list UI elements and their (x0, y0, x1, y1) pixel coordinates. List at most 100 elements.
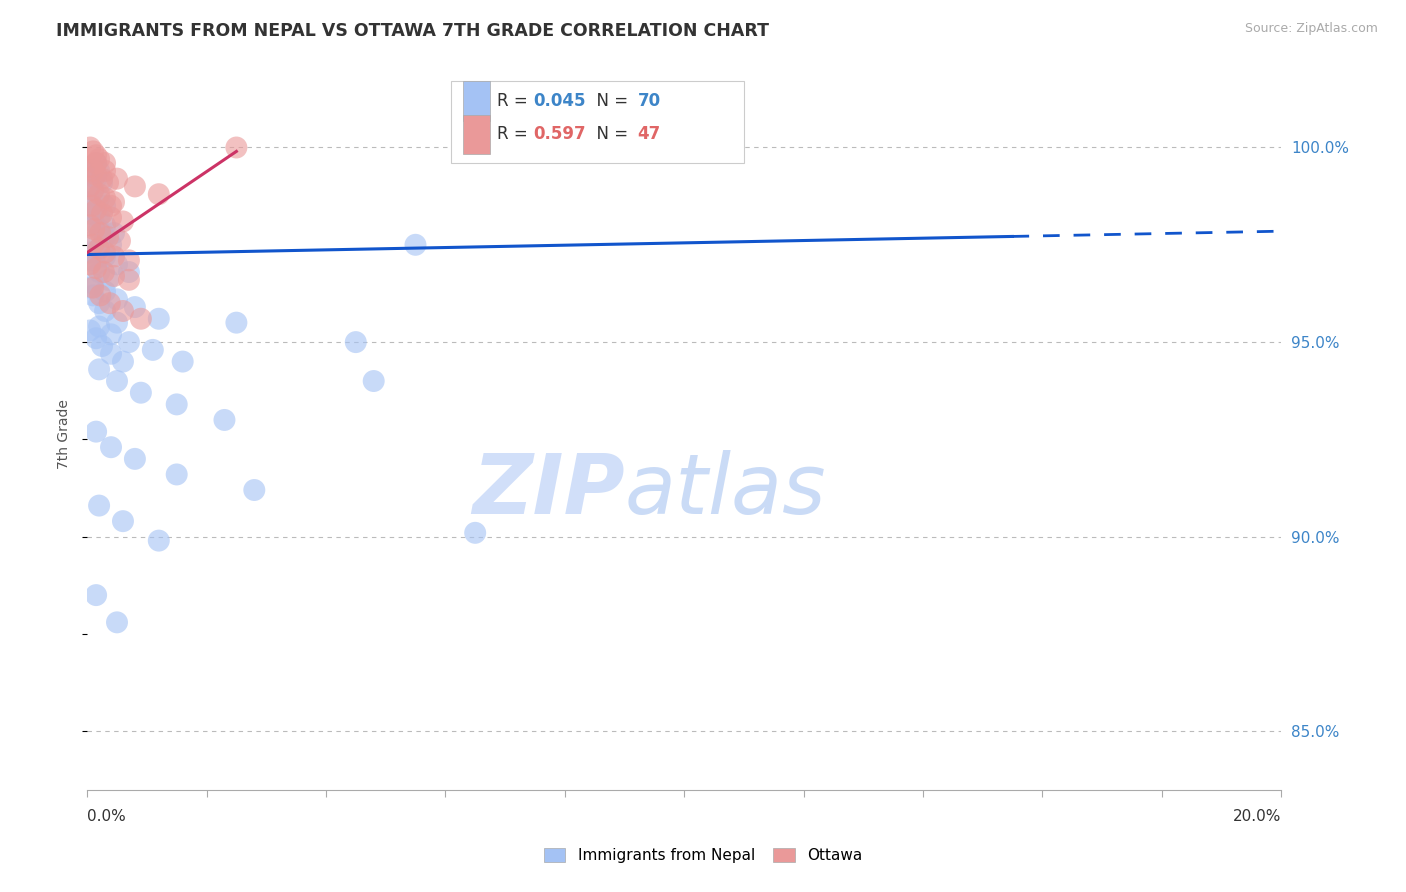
Point (84, 257, 107, 271)
Point (87, 296, 110, 310)
Point (105, 293, 128, 307)
Point (97, 176, 120, 190)
Text: R =: R = (496, 92, 533, 110)
Point (142, 343, 165, 357)
Point (129, 311, 152, 326)
Point (124, 300, 146, 314)
Point (100, 211, 122, 225)
Text: 0.597: 0.597 (534, 126, 586, 144)
Point (84, 168, 107, 182)
Point (87, 265, 110, 279)
Point (105, 316, 128, 330)
Point (79, 245, 101, 260)
Point (105, 374, 128, 388)
Point (103, 194, 125, 209)
Point (82, 288, 104, 302)
Point (148, 533, 170, 548)
Point (82, 234, 104, 248)
Point (243, 483, 266, 497)
Point (148, 187, 170, 202)
Point (108, 234, 131, 248)
Point (79, 219, 101, 233)
Text: 47: 47 (637, 126, 661, 144)
Point (82, 214, 104, 228)
Point (84, 171, 107, 186)
Point (166, 397, 188, 411)
Point (82, 277, 104, 291)
Point (87, 222, 110, 236)
Point (100, 440, 122, 454)
Point (94, 191, 117, 205)
Point (87, 499, 110, 513)
Text: atlas: atlas (624, 450, 827, 531)
Point (82, 183, 104, 197)
Point (82, 168, 104, 182)
Point (91, 176, 114, 190)
Point (79, 179, 101, 194)
Point (79, 194, 101, 209)
Point (118, 273, 141, 287)
Text: IMMIGRANTS FROM NEPAL VS OTTAWA 7TH GRADE CORRELATION CHART: IMMIGRANTS FROM NEPAL VS OTTAWA 7TH GRAD… (56, 22, 769, 40)
Point (79, 160, 101, 174)
Point (79, 160, 101, 174)
Point (111, 304, 134, 318)
Point (89, 288, 111, 302)
Point (148, 311, 170, 326)
Point (84, 202, 107, 217)
Point (87, 187, 110, 202)
Point (166, 467, 188, 482)
Text: 0.045: 0.045 (534, 92, 586, 110)
Point (79, 207, 101, 221)
Text: R =: R = (496, 126, 533, 144)
Point (124, 179, 146, 194)
Point (172, 354, 194, 368)
Point (103, 268, 125, 283)
Y-axis label: 7th Grade: 7th Grade (58, 399, 72, 468)
Point (405, 237, 427, 252)
Point (89, 226, 111, 240)
Point (82, 202, 104, 217)
FancyBboxPatch shape (463, 115, 489, 154)
Point (94, 250, 117, 264)
Point (79, 179, 101, 194)
Point (84, 425, 107, 439)
Point (93, 265, 115, 279)
Text: 70: 70 (637, 92, 661, 110)
Point (87, 362, 110, 376)
Point (118, 265, 141, 279)
Point (118, 253, 141, 268)
Point (100, 347, 122, 361)
Text: 0.0%: 0.0% (87, 809, 127, 824)
Point (79, 257, 101, 271)
Point (91, 207, 114, 221)
Point (105, 615, 128, 630)
Point (82, 164, 104, 178)
Point (111, 354, 134, 368)
Point (464, 525, 486, 540)
Point (84, 156, 107, 170)
Text: Source: ZipAtlas.com: Source: ZipAtlas.com (1244, 22, 1378, 36)
Point (214, 413, 236, 427)
Point (82, 237, 104, 252)
Point (98, 296, 121, 310)
Point (100, 237, 122, 252)
FancyBboxPatch shape (451, 81, 744, 163)
Point (225, 316, 247, 330)
Point (129, 385, 152, 400)
Point (94, 304, 117, 318)
Point (87, 242, 110, 256)
Point (105, 171, 128, 186)
FancyBboxPatch shape (463, 81, 489, 120)
Point (91, 339, 114, 353)
Point (225, 140, 247, 154)
Point (94, 199, 117, 213)
Point (87, 152, 110, 166)
Point (84, 588, 107, 602)
Point (84, 156, 107, 170)
Point (82, 145, 104, 159)
Point (80, 199, 103, 213)
Point (79, 323, 101, 337)
Point (94, 230, 117, 244)
Point (87, 211, 110, 225)
Point (363, 374, 385, 388)
